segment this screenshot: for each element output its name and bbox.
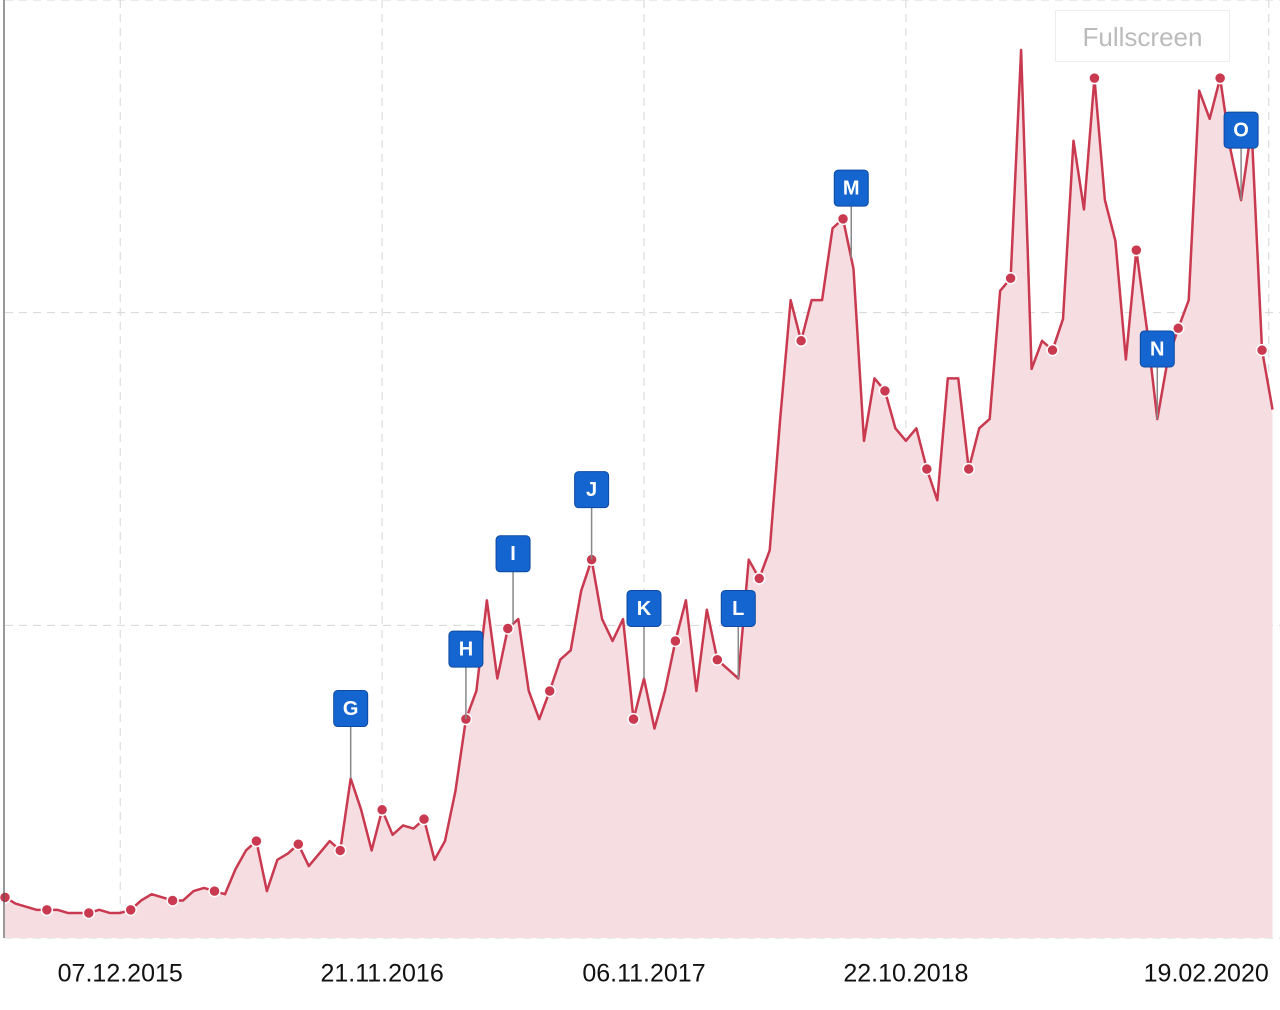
- annotation-label: G: [343, 698, 359, 720]
- point: [208, 884, 221, 898]
- annotation-flag: [720, 589, 756, 627]
- point: [669, 634, 682, 648]
- point: [1213, 71, 1227, 85]
- x-tick-label: 19.02.2020: [1144, 960, 1269, 988]
- fullscreen-button[interactable]: Fullscreen: [1055, 10, 1230, 62]
- x-tick-label: 07.12.2015: [58, 960, 183, 988]
- annotation-label: L: [732, 598, 744, 620]
- point: [711, 653, 724, 666]
- point: [1004, 272, 1017, 285]
- point: [166, 894, 179, 907]
- annotation-flag: [495, 535, 531, 573]
- point: [878, 384, 892, 398]
- annotation-flag: [333, 690, 369, 728]
- point: [962, 462, 975, 476]
- point: [1088, 71, 1101, 85]
- point: [920, 462, 934, 476]
- annotation-flag: [448, 630, 484, 668]
- point: [375, 803, 389, 817]
- point: [794, 334, 808, 348]
- point: [40, 903, 54, 917]
- point: [333, 844, 347, 857]
- point: [292, 837, 305, 851]
- point: [0, 891, 12, 904]
- annotation-flag: [626, 589, 662, 627]
- point: [836, 212, 850, 226]
- annotation-flag: [574, 471, 610, 509]
- point: [250, 834, 263, 848]
- area: [5, 50, 1273, 938]
- point: [417, 812, 431, 826]
- point: [1130, 243, 1143, 257]
- point: [82, 906, 96, 920]
- point: [1046, 343, 1059, 357]
- annotation-flag: [1139, 330, 1175, 368]
- annotation-label: I: [510, 543, 516, 565]
- annotation-label: J: [586, 479, 597, 501]
- point: [124, 903, 137, 917]
- annotation-flag: [833, 169, 869, 207]
- point: [1171, 322, 1185, 335]
- annotation-label: K: [637, 598, 652, 620]
- annotation-label: N: [1150, 338, 1164, 360]
- point: [501, 622, 515, 635]
- x-tick-label: 06.11.2017: [582, 960, 705, 988]
- point: [627, 712, 640, 726]
- annotation-label: H: [459, 638, 473, 660]
- point: [543, 684, 556, 698]
- annotation-label: O: [1233, 119, 1249, 141]
- annotation-label: M: [843, 177, 860, 199]
- x-tick-label: 21.11.2016: [320, 960, 443, 988]
- point: [752, 572, 766, 585]
- point: [1255, 343, 1269, 357]
- annotation-flag: [1223, 111, 1259, 149]
- x-tick-label: 22.10.2018: [843, 960, 968, 988]
